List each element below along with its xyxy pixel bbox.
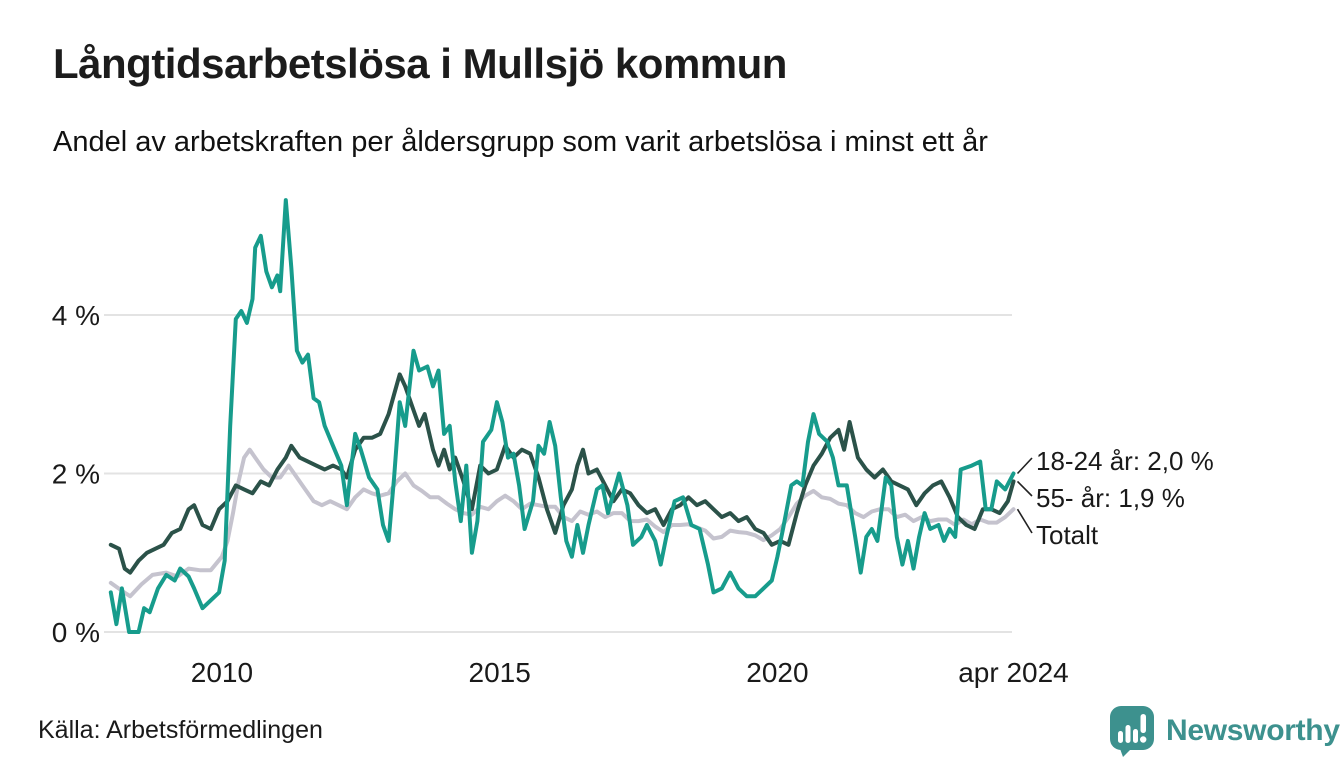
x-tick-label: 2010: [191, 657, 253, 688]
x-tick-label: 2020: [746, 657, 808, 688]
x-tick-label: apr 2024: [958, 657, 1069, 688]
y-tick-label: 2 %: [52, 459, 100, 490]
leader-line: [1016, 508, 1033, 534]
page-title: Långtidsarbetslösa i Mullsjö kommun: [53, 40, 787, 87]
end-label-55: 55- år: 1,9 %: [1036, 483, 1185, 513]
series-line-55-r: [108, 372, 1016, 575]
leader-line: [1016, 480, 1033, 497]
newsworthy-wordmark: Newsworthy: [1166, 714, 1340, 747]
line-chart: 0 % 2 % 4 % 2010 2015 2020 apr 2024: [52, 198, 1069, 688]
x-tick-label: 2015: [469, 657, 531, 688]
series-line-totalt: [108, 447, 1016, 599]
y-tick-label: 0 %: [52, 617, 100, 648]
series-line-18-24-r: [108, 198, 1016, 634]
leader-line: [1016, 457, 1033, 475]
source-note: Källa: Arbetsförmedlingen: [38, 716, 323, 744]
newsworthy-logo[interactable]: Newsworthy: [1108, 704, 1340, 758]
end-label-18-24: 18-24 år: 2,0 %: [1036, 446, 1214, 476]
page-subtitle: Andel av arbetskraften per åldersgrupp s…: [53, 126, 988, 158]
end-label-totalt: Totalt: [1036, 520, 1099, 550]
y-tick-label: 4 %: [52, 300, 100, 331]
newsworthy-chart-bubble-icon: [1110, 706, 1154, 757]
